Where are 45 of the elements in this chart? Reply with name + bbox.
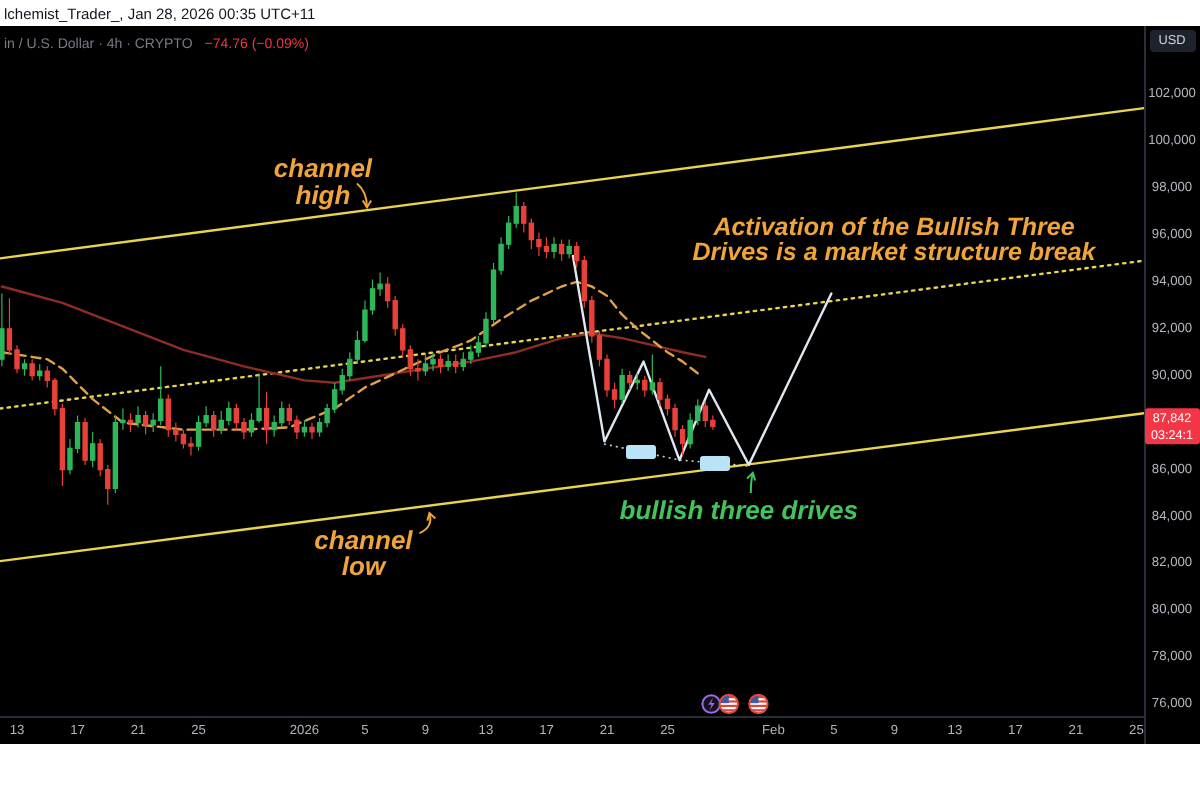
candlestick	[437, 353, 444, 374]
candlestick	[702, 400, 709, 428]
candlestick	[142, 410, 149, 435]
candlestick	[301, 419, 308, 438]
candlestick	[210, 410, 217, 438]
candlestick	[195, 414, 202, 452]
line-series	[0, 280, 699, 431]
candlestick	[619, 368, 625, 405]
candlestick	[634, 372, 640, 391]
candlestick	[626, 370, 633, 391]
candlestick	[165, 393, 171, 438]
candlestick	[445, 353, 451, 372]
candlestick	[543, 236, 550, 259]
candlestick	[551, 236, 557, 259]
candlestick	[82, 417, 88, 466]
candlestick	[112, 414, 119, 494]
candlestick	[422, 353, 429, 377]
candlestick	[558, 238, 565, 262]
candlestick	[158, 365, 164, 426]
candlestick	[89, 431, 96, 468]
candlestick	[566, 238, 572, 259]
candlestick	[263, 391, 270, 445]
candlestick	[642, 375, 648, 398]
candlestick	[309, 422, 315, 440]
candlestick	[430, 351, 436, 372]
candlestick	[180, 429, 187, 450]
annotation: channel low	[314, 524, 414, 581]
candlestick	[29, 358, 35, 381]
candlestick	[127, 412, 134, 433]
candlestick	[37, 363, 43, 381]
annotation: Activation of the Bullish Three Drives is a market structure break	[692, 213, 1098, 266]
candlestick	[233, 403, 240, 431]
candlestick	[460, 351, 466, 372]
candlestick	[0, 292, 5, 367]
candlestick	[21, 358, 28, 377]
candlestick	[649, 353, 656, 396]
candlestick	[226, 400, 232, 426]
annotation: channel high	[273, 152, 373, 210]
annotation: bullish three drives	[619, 493, 858, 524]
candlestick	[453, 353, 459, 374]
candlestick	[468, 344, 474, 365]
candlestick	[188, 436, 194, 457]
candlestick	[135, 405, 141, 428]
line-series	[0, 285, 707, 384]
candlestick	[218, 410, 224, 435]
